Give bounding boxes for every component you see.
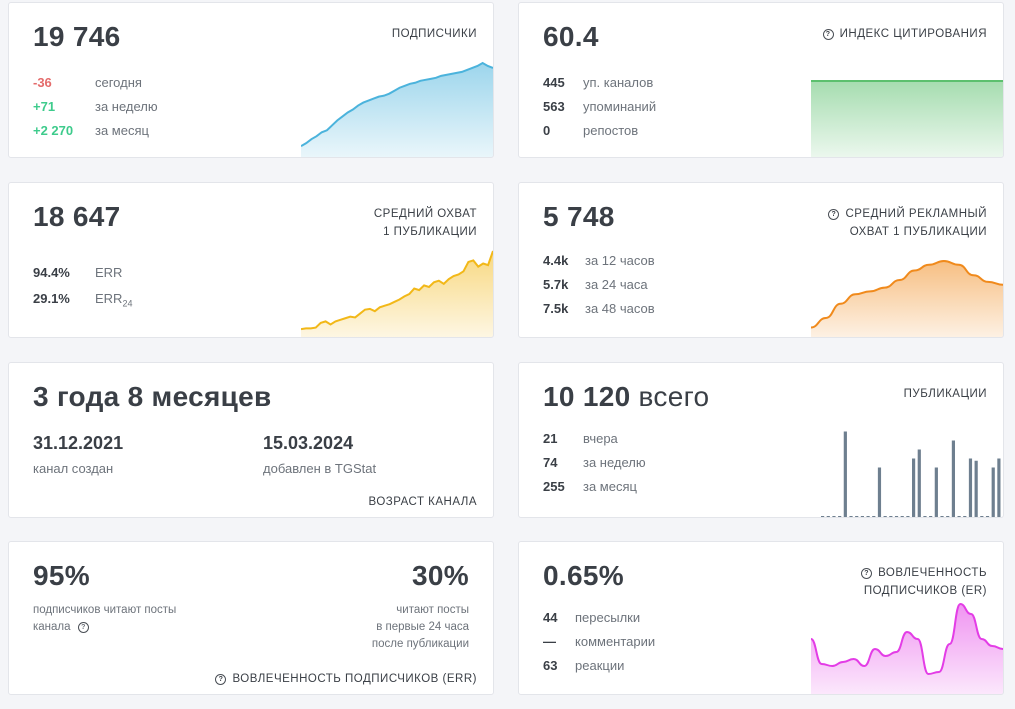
channel-age-label: ВОЗРАСТ КАНАЛА xyxy=(368,496,477,508)
ad-reach-24h: 5.7k за 24 часа xyxy=(543,277,648,292)
err-row: 94.4% ERR xyxy=(33,265,123,280)
publications-bar[interactable] xyxy=(968,458,973,518)
publications-bar[interactable] xyxy=(872,516,876,517)
publications-bar[interactable] xyxy=(923,516,927,517)
err-24h-text: читают посты в первые 24 часа после публик… xyxy=(371,604,469,650)
subscribers-label: ПОДПИСЧИКИ xyxy=(391,28,477,40)
publications-card[interactable]: 10 120 всего ПУБЛИКАЦИИ 21 вчера 74 за нед… xyxy=(518,362,1004,518)
citation-label: ? ИНДЕКС ЦИТИРОВАНИЯ xyxy=(822,25,987,43)
publications-total: 10 120 всего xyxy=(543,381,710,412)
help-icon[interactable]: ? xyxy=(828,209,840,220)
added-date: 15.03.2024 xyxy=(263,433,354,453)
created-text: канал создан xyxy=(33,461,114,476)
help-icon[interactable]: ? xyxy=(77,622,89,633)
er-forwards: 44 пересылки xyxy=(543,610,641,625)
publications-label: ПУБЛИКАЦИИ xyxy=(903,388,987,400)
publications-bar[interactable] xyxy=(991,467,995,518)
publications-bar[interactable] xyxy=(894,516,899,517)
publications-bar[interactable] xyxy=(929,516,933,517)
publications-bar[interactable] xyxy=(860,516,864,517)
help-icon[interactable]: ? xyxy=(861,568,873,579)
citation-sparkline[interactable] xyxy=(811,75,1003,157)
err-readers-text: подписчиков читают посты канала ? xyxy=(33,604,177,633)
publications-bar[interactable] xyxy=(917,449,921,518)
reach-area-fill xyxy=(301,251,493,337)
subscribers-week: +71 за неделю xyxy=(33,99,158,114)
created-date: 31.12.2021 xyxy=(33,433,124,453)
ad-reach-label: ? СРЕДНИЙ РЕКЛАМНЫЙ ОХВАТ 1 ПУБЛИКАЦИИ xyxy=(828,205,987,241)
er-reactions: 63 реакции xyxy=(543,658,625,673)
ad-reach-48h: 7.5k за 48 часов xyxy=(543,301,655,316)
subscribers-area-fill xyxy=(301,63,493,157)
publications-bar[interactable] xyxy=(934,467,938,518)
publications-bar[interactable] xyxy=(866,516,870,517)
publications-bar[interactable] xyxy=(985,516,990,517)
ad-reach-12h: 4.4k за 12 часов xyxy=(543,253,655,268)
err-readers-percent: 95% xyxy=(33,560,90,591)
publications-bar[interactable] xyxy=(940,516,944,517)
publications-bar[interactable] xyxy=(838,516,842,517)
publications-bar[interactable] xyxy=(974,460,978,517)
reach-series-line xyxy=(301,250,493,331)
subscribers-card[interactable]: 19 746 ПОДПИСЧИКИ -36 сегодня +71 за недел… xyxy=(8,2,494,158)
publications-bar[interactable] xyxy=(900,516,904,517)
publications-bar[interactable] xyxy=(832,516,836,517)
er-comments: — комментарии xyxy=(543,634,656,649)
err-24h-percent: 30% xyxy=(412,560,469,591)
publications-bar[interactable] xyxy=(849,516,853,517)
subscribers-count: 19 746 xyxy=(33,21,121,52)
publications-bar[interactable] xyxy=(889,516,893,517)
help-icon[interactable]: ? xyxy=(215,674,227,685)
citation-mentions: 563 упоминаний xyxy=(543,99,657,114)
help-icon[interactable]: ? xyxy=(822,29,834,40)
ad_reach-area-fill xyxy=(811,261,1003,337)
average-reach: 18 647 xyxy=(33,201,121,232)
ad-reach-card[interactable]: 5 748 ? СРЕДНИЙ РЕКЛАМНЫЙ ОХВАТ 1 ПУБЛИКАЦ… xyxy=(518,182,1004,338)
publications-bar[interactable] xyxy=(951,440,955,518)
reach-label: СРЕДНИЙ ОХВАТ 1 ПУБЛИКАЦИИ xyxy=(373,208,477,238)
subscribers-sparkline[interactable] xyxy=(301,57,493,157)
publications-bar[interactable] xyxy=(843,431,847,518)
ad_reach-series-line xyxy=(811,259,1003,329)
citation-reposts: 0 репостов xyxy=(543,123,639,138)
publications-week: 74 за неделю xyxy=(543,455,646,470)
publications-bar[interactable] xyxy=(855,516,859,517)
er-label: ? ВОВЛЕЧЕННОСТЬ ПОДПИСЧИКОВ (ER) xyxy=(861,564,987,600)
citation-area-fill xyxy=(811,81,1003,157)
publications-bar[interactable] xyxy=(821,516,825,517)
er-sparkline[interactable] xyxy=(811,598,1003,694)
publications-month: 255 за месяц xyxy=(543,479,637,494)
ad-reach-value: 5 748 xyxy=(543,201,615,232)
citation-index: 60.4 xyxy=(543,21,599,52)
ad-reach-sparkline[interactable] xyxy=(811,255,1003,337)
publications-bar-chart[interactable] xyxy=(811,421,1003,517)
er-card[interactable]: 0.65% ? ВОВЛЕЧЕННОСТЬ ПОДПИСЧИКОВ (ER) 44 п… xyxy=(518,541,1004,695)
reach-card[interactable]: 18 647 СРЕДНИЙ ОХВАТ 1 ПУБЛИКАЦИИ 94.4% ER… xyxy=(8,182,494,338)
publications-bar[interactable] xyxy=(883,516,887,517)
err-label: ? ВОВЛЕЧЕННОСТЬ ПОДПИСЧИКОВ (ERR) xyxy=(215,670,477,688)
channel-age: 3 года 8 месяцев xyxy=(33,381,272,412)
citation-card[interactable]: 60.4 ? ИНДЕКС ЦИТИРОВАНИЯ 445 уп. каналов … xyxy=(518,2,1004,158)
reach-sparkline[interactable] xyxy=(301,245,493,337)
publications-bar[interactable] xyxy=(826,516,830,517)
publications-bar[interactable] xyxy=(906,516,910,517)
publications-bar[interactable] xyxy=(912,458,916,518)
err24-row: 29.1% ERR24 xyxy=(33,291,133,309)
publications-bar[interactable] xyxy=(980,516,984,517)
citation-channels: 445 уп. каналов xyxy=(543,75,654,90)
subscribers-today: -36 сегодня xyxy=(33,75,142,90)
err-card[interactable]: 95% подписчиков читают посты канала ? 30… xyxy=(8,541,494,695)
publications-bar[interactable] xyxy=(877,467,882,518)
publications-bar[interactable] xyxy=(946,516,950,517)
channel-age-card[interactable]: 3 года 8 месяцев 31.12.2021 канал создан… xyxy=(8,362,494,518)
er-value: 0.65% xyxy=(543,560,624,591)
added-text: добавлен в TGStat xyxy=(263,461,377,476)
subscribers-month: +2 270 за месяц xyxy=(33,123,149,138)
publications-bar[interactable] xyxy=(997,458,1001,518)
publications-bar[interactable] xyxy=(963,516,967,517)
subscribers-series-line xyxy=(301,61,493,147)
engagement_er-series-line xyxy=(811,602,1003,676)
publications-yesterday: 21 вчера xyxy=(543,431,618,446)
publications-bar[interactable] xyxy=(957,516,961,517)
